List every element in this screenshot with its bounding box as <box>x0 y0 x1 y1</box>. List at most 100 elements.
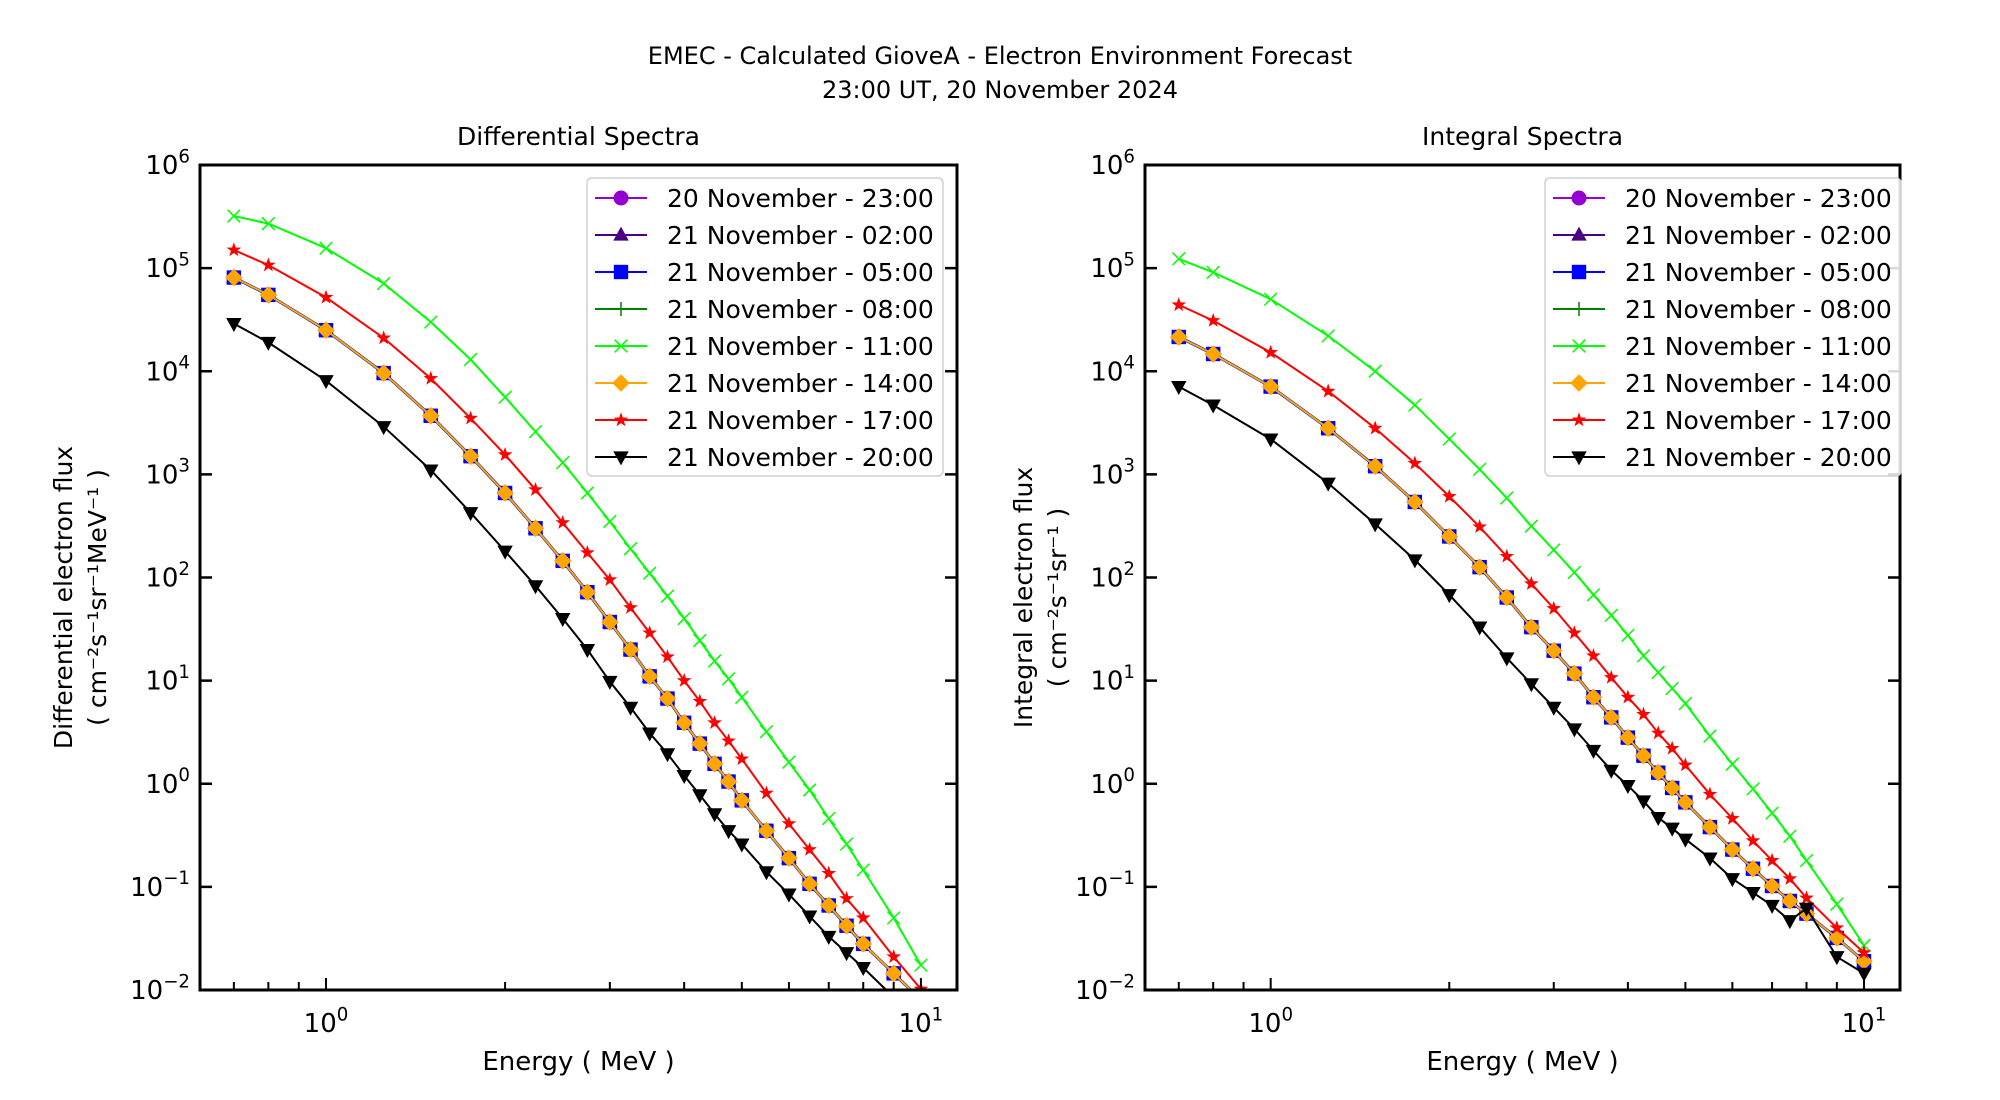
data-point <box>856 863 871 877</box>
data-point <box>914 993 928 1007</box>
x-axis-label: Energy ( MeV ) <box>482 1047 674 1077</box>
data-point <box>226 242 242 257</box>
legend-marker-triangle-up-icon <box>613 226 629 241</box>
data-point <box>1367 420 1383 435</box>
data-point <box>1782 871 1798 885</box>
data-point <box>1321 329 1336 343</box>
data-point <box>462 507 479 522</box>
legend-item: 21 November - 14:00 <box>1553 369 1892 398</box>
data-point <box>1764 899 1780 914</box>
legend-marker-star-icon <box>613 412 629 427</box>
data-point <box>855 961 871 976</box>
data-point <box>1855 952 1873 971</box>
data-point <box>602 572 618 587</box>
x-tick-label: 101 <box>1842 1004 1887 1039</box>
y-tick-label: 10−2 <box>130 971 190 1006</box>
legend-item: 21 November - 02:00 <box>595 221 934 250</box>
data-point <box>782 755 796 769</box>
data-point <box>423 464 439 479</box>
legend-marker-diamond-icon <box>612 374 630 392</box>
legend: 20 November - 23:00 21 November - 02:00 21… <box>586 177 944 477</box>
data-point <box>660 649 675 664</box>
data-point <box>642 566 657 581</box>
series-21-november-20-00 <box>226 317 888 990</box>
data-point <box>1745 887 1761 902</box>
data-point <box>721 733 736 748</box>
legend-item: 21 November - 08:00 <box>1553 295 1892 324</box>
data-point <box>733 791 751 810</box>
legend-marker-triangle-down-icon <box>613 451 629 466</box>
data-point <box>759 724 774 739</box>
data-point <box>374 364 393 382</box>
data-point <box>1441 589 1457 604</box>
data-point <box>555 455 570 470</box>
data-point <box>758 866 775 881</box>
data-point <box>623 599 638 614</box>
data-point <box>555 612 571 627</box>
legend-marker-plus-icon <box>1572 302 1586 316</box>
data-point <box>622 701 639 716</box>
data-point <box>757 821 776 840</box>
data-point <box>318 375 334 390</box>
data-point <box>839 890 854 905</box>
data-point <box>1566 723 1583 738</box>
data-point <box>318 289 334 304</box>
y-tick-label: 102 <box>145 559 190 594</box>
data-point <box>1499 491 1514 505</box>
data-point <box>720 825 737 840</box>
legend-label: 21 November - 17:00 <box>1625 406 1892 435</box>
series-21-november-14-00 <box>225 268 913 990</box>
data-point <box>1703 729 1717 743</box>
data-point <box>578 583 597 602</box>
legend-label: 21 November - 08:00 <box>1625 295 1892 324</box>
data-point <box>660 589 675 603</box>
data-point <box>1261 377 1280 396</box>
data-point <box>1522 618 1541 636</box>
data-point <box>692 693 708 708</box>
data-point <box>1407 554 1423 569</box>
data-point <box>1744 859 1762 878</box>
legend-item: 21 November - 20:00 <box>1553 443 1892 472</box>
legend: 20 November - 23:00 21 November - 02:00 21… <box>1544 177 1902 477</box>
legend-item: 20 November - 23:00 <box>595 184 934 213</box>
data-point <box>1497 588 1516 607</box>
data-point <box>1604 608 1619 623</box>
data-point <box>1619 728 1637 747</box>
legend-marker-triangle-down-icon <box>1571 451 1587 466</box>
data-point <box>1636 648 1651 663</box>
data-point <box>1745 833 1761 847</box>
data-point <box>1586 648 1601 663</box>
data-point <box>1408 398 1422 412</box>
data-point <box>1764 852 1780 867</box>
x-axis-label: Energy ( MeV ) <box>1426 1047 1618 1077</box>
data-point <box>1798 902 1815 917</box>
data-point <box>781 888 797 903</box>
y-tick-label: 102 <box>1090 559 1135 594</box>
data-point <box>1440 527 1459 546</box>
data-point <box>1678 757 1693 772</box>
data-point <box>1828 929 1846 947</box>
data-point <box>707 715 722 730</box>
data-point <box>317 321 335 340</box>
data-point <box>1523 678 1540 693</box>
legend-marker-circle-icon <box>613 190 629 206</box>
data-point <box>1724 873 1741 888</box>
series-21-november-11-00 <box>227 209 928 973</box>
data-point <box>659 748 676 763</box>
differential-spectra-panel: Differential Spectra 10−2 10−1 100 101 102 103… <box>49 122 959 1077</box>
data-point <box>1499 548 1515 563</box>
legend-label: 21 November - 14:00 <box>1625 369 1892 398</box>
data-point <box>1171 252 1186 266</box>
data-point <box>261 216 276 231</box>
legend-box <box>1544 177 1902 477</box>
data-point <box>1586 587 1601 602</box>
y-tick-label: 103 <box>1090 456 1135 491</box>
y-tick-label: 105 <box>1090 249 1135 284</box>
series-21-november-20-00 <box>1171 380 1872 982</box>
data-point <box>603 514 617 529</box>
data-point <box>1524 576 1539 590</box>
data-point <box>1663 779 1681 797</box>
data-point <box>1678 696 1693 711</box>
figure-subtitle: 23:00 UT, 20 November 2024 <box>822 76 1178 104</box>
data-point <box>1602 708 1621 727</box>
